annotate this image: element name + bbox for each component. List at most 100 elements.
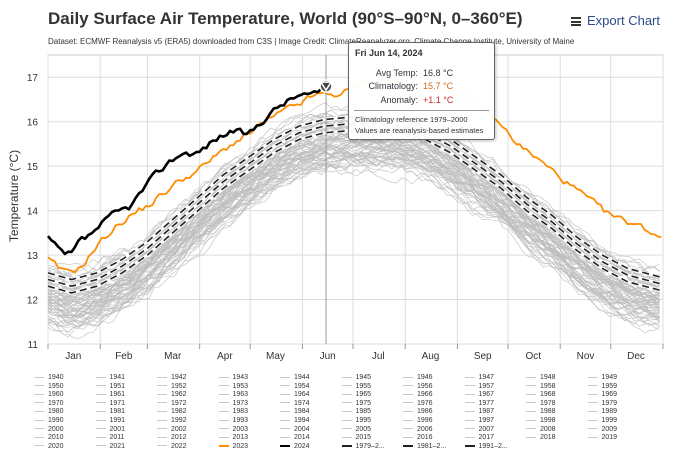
- legend-item[interactable]: 1979–2...: [341, 443, 385, 450]
- legend-item[interactable]: 1960: [34, 391, 64, 398]
- legend-item[interactable]: 2019: [587, 434, 617, 441]
- legend-item[interactable]: 2014: [280, 434, 310, 441]
- legend-item[interactable]: 2000: [34, 426, 64, 433]
- legend-item[interactable]: 1981–2...: [403, 443, 446, 450]
- legend-item[interactable]: 1955: [341, 383, 371, 390]
- legend-item[interactable]: 1944: [280, 374, 310, 381]
- legend-item[interactable]: 2004: [280, 426, 310, 433]
- legend-item[interactable]: 1980: [34, 408, 64, 415]
- legend-item[interactable]: 1940: [34, 374, 64, 381]
- export-chart-button[interactable]: Export Chart: [571, 13, 660, 28]
- legend-item[interactable]: 2018: [526, 434, 556, 441]
- legend-swatch: [95, 419, 106, 421]
- legend-item[interactable]: 1950: [34, 383, 64, 390]
- legend-item[interactable]: 1972: [157, 400, 187, 407]
- legend-item[interactable]: 1977: [464, 400, 494, 407]
- legend-item[interactable]: 2009: [587, 426, 617, 433]
- legend-item[interactable]: 1948: [526, 374, 556, 381]
- legend-item[interactable]: 1978: [526, 400, 556, 407]
- legend-item[interactable]: 2007: [464, 426, 494, 433]
- legend-item[interactable]: 2015: [341, 434, 371, 441]
- legend-item[interactable]: 1997: [464, 417, 494, 424]
- legend-item[interactable]: 1974: [280, 400, 310, 407]
- legend-item[interactable]: 1984: [280, 408, 310, 415]
- legend-item[interactable]: 1991: [95, 417, 125, 424]
- legend-item[interactable]: 1970: [34, 400, 64, 407]
- legend-item[interactable]: 1975: [341, 400, 371, 407]
- legend-item[interactable]: 1942: [157, 374, 187, 381]
- legend-item[interactable]: 2017: [464, 434, 494, 441]
- legend-item[interactable]: 1987: [464, 408, 494, 415]
- legend-label: 1984: [294, 408, 310, 416]
- legend-item[interactable]: 2023: [218, 443, 248, 450]
- legend-item[interactable]: 2016: [403, 434, 433, 441]
- legend-label: 1985: [355, 408, 372, 416]
- legend-item[interactable]: 2003: [218, 426, 248, 433]
- legend-item[interactable]: 1993: [218, 417, 248, 424]
- legend-item[interactable]: 2020: [34, 443, 64, 450]
- legend-item[interactable]: 1954: [280, 383, 310, 390]
- legend-item[interactable]: 2022: [157, 443, 187, 450]
- legend-item[interactable]: 1981: [95, 408, 125, 415]
- legend-item[interactable]: 1973: [218, 400, 248, 407]
- legend-item[interactable]: 1958: [526, 383, 556, 390]
- legend-item[interactable]: 1969: [587, 391, 617, 398]
- legend-swatch: [464, 419, 475, 421]
- legend-item[interactable]: 1951: [95, 383, 125, 390]
- x-tick-label: Apr: [217, 351, 233, 362]
- legend-item[interactable]: 1961: [95, 391, 125, 398]
- legend-item[interactable]: 1968: [526, 391, 556, 398]
- legend-item[interactable]: 1995: [341, 417, 371, 424]
- legend-item[interactable]: 1967: [464, 391, 494, 398]
- legend-item[interactable]: 1945: [341, 374, 371, 381]
- legend-item[interactable]: 1971: [95, 400, 125, 407]
- legend-item[interactable]: 1986: [403, 408, 433, 415]
- legend-item[interactable]: 1965: [341, 391, 371, 398]
- legend-swatch: [587, 436, 598, 438]
- legend-item[interactable]: 1953: [218, 383, 248, 390]
- legend-item[interactable]: 1996: [403, 417, 433, 424]
- legend-item[interactable]: 2005: [341, 426, 371, 433]
- legend-item[interactable]: 1976: [403, 400, 433, 407]
- legend-item[interactable]: 1988: [526, 408, 556, 415]
- legend-item[interactable]: 1952: [157, 383, 187, 390]
- legend-item[interactable]: 2024: [280, 443, 310, 450]
- legend-item[interactable]: 1943: [218, 374, 248, 381]
- legend-swatch: [157, 393, 167, 395]
- legend-item[interactable]: 1982: [157, 408, 187, 415]
- legend-item[interactable]: 1956: [403, 383, 433, 390]
- legend-item[interactable]: 1990: [34, 417, 64, 424]
- legend-swatch: [526, 428, 536, 430]
- legend-swatch: [157, 436, 167, 438]
- legend-item[interactable]: 2013: [218, 434, 248, 441]
- legend-item[interactable]: 1992: [157, 417, 187, 424]
- temperature-chart[interactable]: 11 12 13 14 15 16 17 Jan Feb Mar Apr May Jun Jul Aug Se…: [0, 0, 690, 372]
- legend-item[interactable]: 1985: [341, 408, 372, 416]
- legend-item[interactable]: 1991–2...: [464, 443, 508, 450]
- legend-item[interactable]: 2012: [157, 434, 187, 441]
- legend-item[interactable]: 2011: [95, 434, 125, 441]
- legend-item[interactable]: 1979: [587, 400, 617, 407]
- legend-item[interactable]: 2002: [157, 426, 187, 433]
- legend-item[interactable]: 1964: [280, 391, 310, 398]
- legend-item[interactable]: 1957: [464, 383, 494, 390]
- legend-item[interactable]: 1998: [526, 417, 556, 424]
- legend-item[interactable]: 1947: [464, 374, 494, 381]
- legend-item[interactable]: 1989: [587, 408, 617, 415]
- legend-item[interactable]: 1999: [587, 417, 617, 424]
- legend-item[interactable]: 1966: [403, 391, 433, 398]
- legend-item[interactable]: 2021: [95, 443, 125, 450]
- legend-item[interactable]: 1959: [587, 383, 617, 390]
- legend-item[interactable]: 1962: [157, 391, 187, 398]
- legend-item[interactable]: 2008: [526, 426, 556, 433]
- legend-item[interactable]: 1983: [218, 408, 248, 415]
- legend-item[interactable]: 2006: [403, 426, 433, 433]
- legend-item[interactable]: 2001: [95, 426, 125, 433]
- legend-item[interactable]: 1941: [95, 374, 125, 381]
- legend-item[interactable]: 1963: [218, 391, 248, 398]
- legend-label: 1952: [171, 382, 187, 390]
- legend-item[interactable]: 1994: [280, 417, 310, 424]
- legend-item[interactable]: 1946: [403, 374, 433, 381]
- legend-item[interactable]: 2010: [34, 434, 64, 441]
- legend-item[interactable]: 1949: [587, 374, 617, 381]
